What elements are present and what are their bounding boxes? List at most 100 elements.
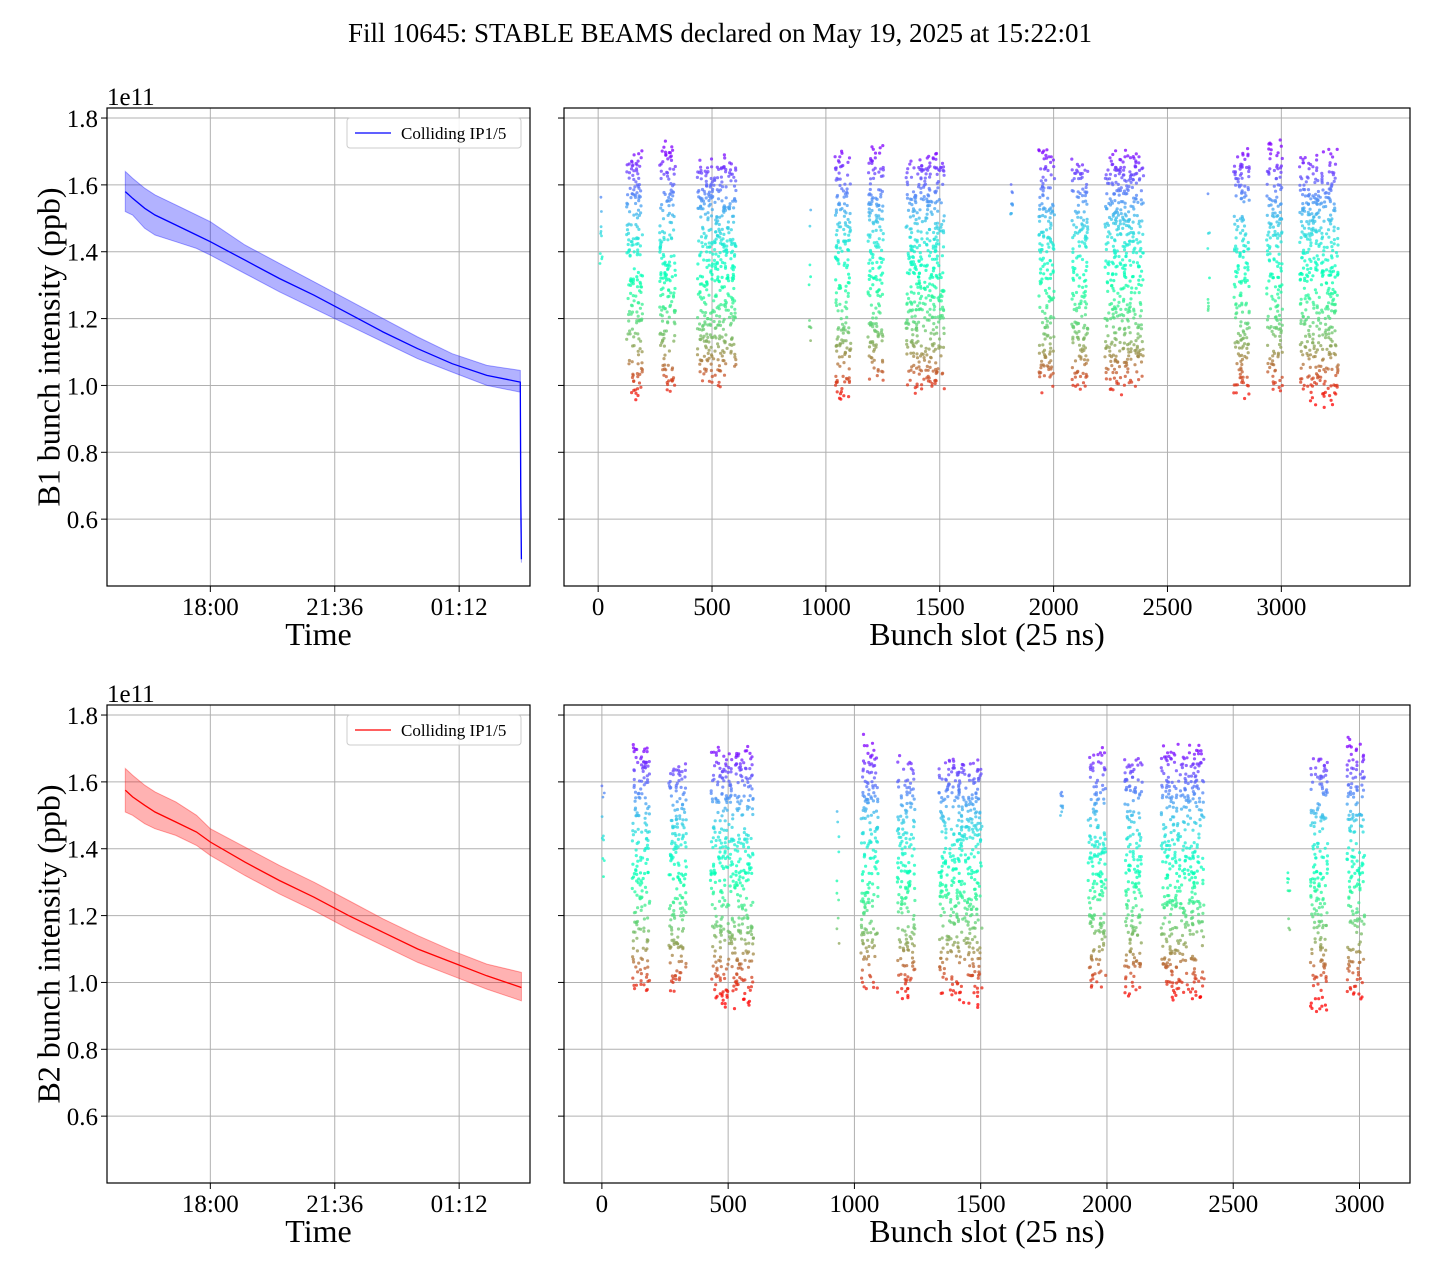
bunch-point	[1320, 177, 1324, 181]
bunch-point	[957, 961, 962, 965]
bunch-point	[1269, 198, 1273, 202]
bunch-point	[873, 865, 877, 869]
bunch-point	[1127, 381, 1131, 385]
bunch-point	[671, 803, 675, 807]
bunch-point	[867, 214, 871, 218]
bunch-point	[638, 164, 642, 168]
bunch-point	[970, 821, 974, 825]
bunch-point	[930, 382, 934, 386]
bunch-point	[1070, 297, 1074, 301]
bunch-point	[736, 840, 741, 844]
bunch-point	[873, 328, 877, 332]
bunch-point	[712, 178, 716, 182]
bunch-point	[737, 833, 741, 837]
bunch-point	[862, 852, 867, 857]
bunch-point	[718, 830, 722, 835]
bunch-point	[746, 780, 750, 785]
bunch-point	[721, 769, 725, 774]
bunch-point	[750, 755, 754, 759]
bunch-point	[872, 343, 876, 347]
bunch-point	[725, 828, 729, 833]
bunch-point	[1049, 298, 1053, 302]
bunch-point	[662, 237, 666, 242]
bunch-point	[1238, 376, 1242, 380]
bunch-point	[1075, 168, 1079, 172]
bunch-point	[866, 938, 870, 942]
bunch-point	[842, 195, 846, 199]
bunch-point	[941, 345, 946, 349]
bunch-point	[1307, 232, 1311, 236]
bunch-point	[961, 838, 965, 842]
bunch-point	[1137, 161, 1141, 165]
bunch-point	[896, 780, 900, 784]
bunch-point	[842, 325, 846, 329]
bunch-point	[1121, 217, 1125, 221]
bunch-point	[1318, 195, 1322, 199]
bunch-point	[925, 318, 929, 322]
bunch-point	[867, 871, 871, 875]
bunch-point	[874, 345, 878, 349]
bunch-point	[700, 379, 705, 383]
bunch-point	[1077, 230, 1082, 234]
bunch-point	[1330, 170, 1334, 174]
bunch-point	[974, 815, 978, 819]
bunch-point	[716, 345, 721, 349]
bunch-point	[645, 940, 649, 944]
bunch-point	[735, 972, 739, 976]
bunch-point	[631, 957, 635, 962]
bunch-point	[1319, 226, 1323, 230]
bunch-point	[916, 172, 920, 176]
bunch-point	[667, 260, 672, 264]
bunch-point	[731, 264, 735, 268]
bunch-point	[667, 781, 671, 785]
bunch-point	[720, 891, 724, 895]
bunch-point	[1279, 318, 1283, 322]
bunch-point	[953, 799, 957, 803]
bunch-point	[872, 276, 876, 280]
bunch-point	[1134, 152, 1138, 156]
bunch-point	[1044, 156, 1049, 160]
bunch-point	[867, 897, 871, 901]
bunch-point	[1310, 233, 1314, 237]
bunch-point	[958, 846, 962, 851]
bunch-point	[848, 220, 852, 224]
bunch-point	[726, 962, 730, 966]
bunch-point	[1316, 179, 1320, 183]
bunch-point	[734, 244, 738, 248]
bunch-point	[735, 883, 739, 887]
bunch-point	[679, 914, 683, 918]
bunch-point	[646, 830, 650, 834]
bunch-point	[719, 351, 723, 355]
bunch-point	[1138, 249, 1142, 253]
bunch-point	[939, 201, 943, 205]
y-tick-label: 1.8	[67, 106, 98, 133]
bunch-point	[711, 845, 715, 850]
bunch-point	[940, 814, 945, 818]
bunch-point	[1277, 313, 1282, 317]
bunch-point	[898, 885, 903, 889]
bunch-point	[836, 335, 840, 339]
bunch-point	[951, 766, 955, 770]
bunch-point	[630, 240, 634, 244]
bunch-point	[953, 857, 957, 861]
bunch-point	[838, 155, 842, 159]
bunch-point	[696, 347, 700, 351]
bunch-point	[941, 308, 946, 312]
bunch-point	[1238, 334, 1242, 338]
bunch-point	[955, 914, 959, 919]
bunch-point	[727, 315, 732, 319]
bunch-point	[1320, 231, 1324, 235]
bunch-point	[1303, 322, 1307, 326]
bunch-point	[1279, 329, 1283, 333]
bunch-point	[979, 827, 983, 831]
bunch-point	[905, 978, 909, 982]
bunch-point	[960, 930, 964, 934]
bunch-point	[843, 352, 847, 357]
bunch-point	[935, 254, 940, 258]
bunch-point	[835, 349, 839, 353]
bunch-point	[907, 883, 911, 888]
bunch-point	[869, 813, 874, 817]
bunch-point	[631, 294, 635, 298]
bunch-point	[635, 949, 640, 953]
bunch-point	[698, 362, 702, 366]
